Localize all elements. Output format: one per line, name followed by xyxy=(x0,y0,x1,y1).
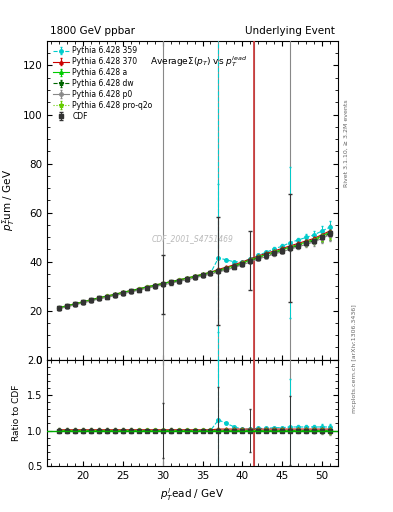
Text: mcplots.cern.ch [arXiv:1306.3436]: mcplots.cern.ch [arXiv:1306.3436] xyxy=(352,304,357,413)
Text: Rivet 3.1.10, ≥ 3.2M events: Rivet 3.1.10, ≥ 3.2M events xyxy=(344,99,349,187)
X-axis label: $p_T^l$ead / GeV: $p_T^l$ead / GeV xyxy=(160,486,225,503)
Text: Underlying Event: Underlying Event xyxy=(245,26,335,36)
Text: CDF_2001_S4751469: CDF_2001_S4751469 xyxy=(152,234,233,243)
Legend: Pythia 6.428 359, Pythia 6.428 370, Pythia 6.428 a, Pythia 6.428 dw, Pythia 6.42: Pythia 6.428 359, Pythia 6.428 370, Pyth… xyxy=(51,45,154,122)
Text: 1800 GeV ppbar: 1800 GeV ppbar xyxy=(50,26,135,36)
Y-axis label: Ratio to CDF: Ratio to CDF xyxy=(12,385,21,441)
Y-axis label: $p_T^{\Sigma}$um / GeV: $p_T^{\Sigma}$um / GeV xyxy=(0,169,17,231)
Text: Average$\Sigma(p_T)$ vs $p_T^{lead}$: Average$\Sigma(p_T)$ vs $p_T^{lead}$ xyxy=(150,54,247,69)
